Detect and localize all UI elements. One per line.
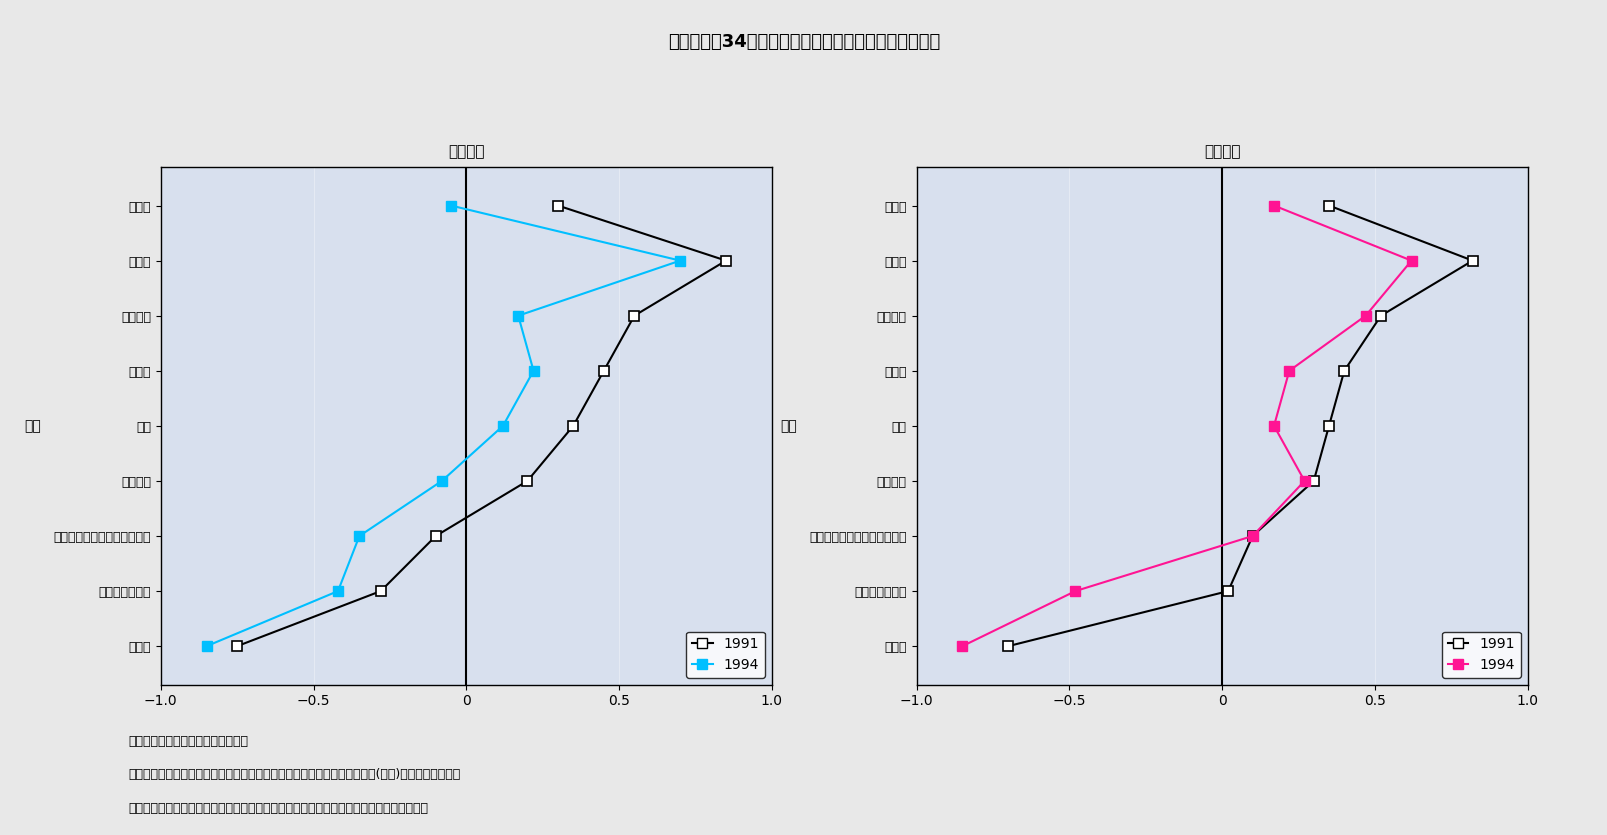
Y-axis label: 業種: 業種 <box>24 419 42 433</box>
Legend: 1991, 1994: 1991, 1994 <box>686 632 765 678</box>
Legend: 1991, 1994: 1991, 1994 <box>1441 632 1520 678</box>
Text: 第３－２－34図　企業の研究開発力の日米・日欧比較: 第３－２－34図 企業の研究開発力の日米・日欧比較 <box>667 33 940 52</box>
Text: 出所：「平成６年版科学技術白書」: 出所：「平成６年版科学技術白書」 <box>129 735 249 748</box>
Text: として算出した得点を、評価を回答した企業数で割って比較優位の指数を算出した。: として算出した得点を、評価を回答した企業数で割って比較優位の指数を算出した。 <box>129 802 429 815</box>
Text: （注）企業の回答について我が国優位の場合プラス１点、同点０点、米国(欧州)優位マイナス１点: （注）企業の回答について我が国優位の場合プラス１点、同点０点、米国(欧州)優位マ… <box>129 768 461 782</box>
Title: 比較優位: 比較優位 <box>448 144 484 159</box>
Title: 比較優位: 比較優位 <box>1204 144 1239 159</box>
Y-axis label: 業種: 業種 <box>779 419 797 433</box>
